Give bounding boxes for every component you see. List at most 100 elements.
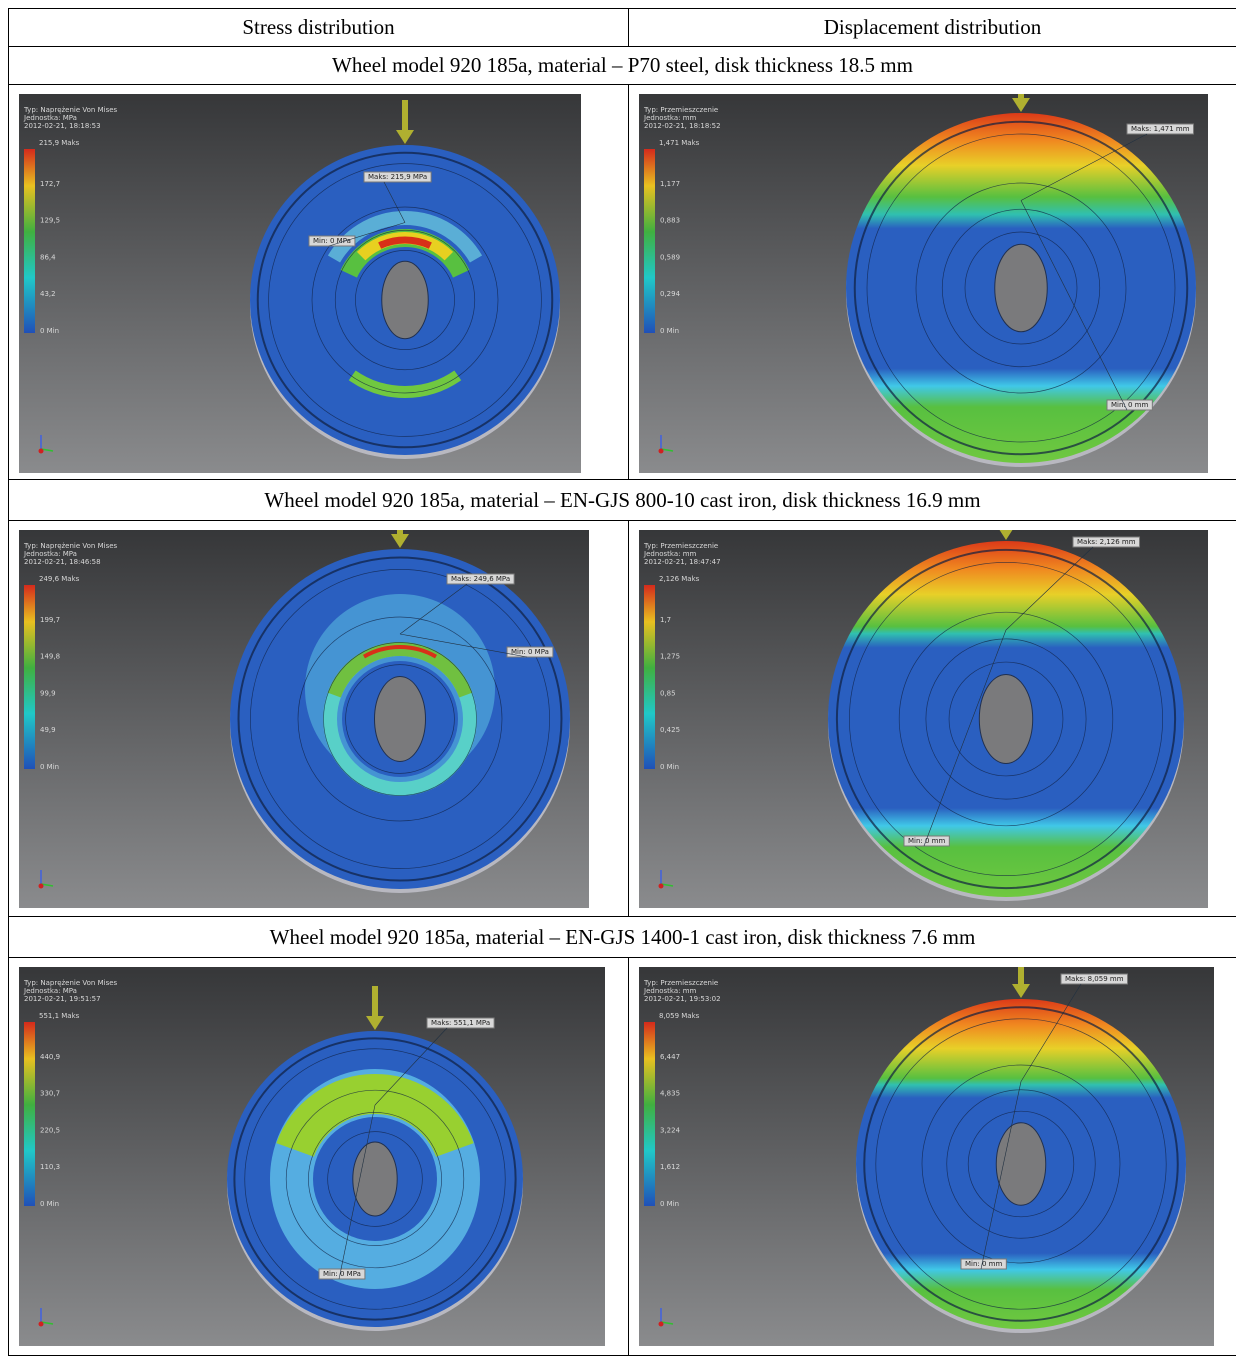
legend-bar (644, 585, 655, 769)
axis-origin (39, 449, 44, 454)
result-date: 2012-02-21, 18:18:53 (24, 122, 101, 130)
section-title: Wheel model 920 185a, material – EN-GJS … (9, 480, 1236, 521)
legend-label: 1,612 (660, 1163, 680, 1171)
legend-label: 2,126 Maks (659, 575, 700, 583)
result-date: 2012-02-21, 18:46:58 (24, 558, 101, 566)
legend-label: 1,7 (660, 616, 671, 624)
header-row: Stress distribution Displacement distrib… (9, 9, 1236, 47)
hub-hole (375, 677, 426, 762)
legend-bar (24, 1022, 35, 1206)
result-type: Typ: Przemieszczenie (643, 106, 718, 114)
legend-label: 172,7 (40, 180, 60, 188)
axis-origin (659, 1322, 664, 1327)
hub-hole (979, 675, 1032, 764)
legend-label: 129,5 (40, 217, 60, 225)
result-unit: Jednostka: mm (643, 550, 697, 558)
legend-label: 0,294 (660, 290, 681, 298)
max-label: Maks: 249,6 MPa (451, 575, 510, 583)
hub-hole (382, 261, 429, 339)
max-label: Maks: 215,9 MPa (368, 173, 427, 181)
hub-hole (995, 244, 1048, 332)
legend-bar (24, 149, 35, 333)
result-date: 2012-02-21, 19:53:02 (644, 995, 721, 1003)
result-type: Typ: Naprężenie Von Mises (23, 106, 118, 114)
result-unit: Jednostka: mm (643, 987, 697, 995)
section-title: Wheel model 920 185a, material – EN-GJS … (9, 917, 1236, 958)
axis-origin (39, 1322, 44, 1327)
result-unit: Jednostka: MPa (23, 114, 77, 122)
legend-label: 1,471 Maks (659, 139, 700, 147)
legend-label: 6,447 (660, 1053, 680, 1061)
result-type: Typ: Przemieszczenie (643, 979, 718, 987)
legend-label: 0 Min (660, 763, 679, 771)
axis-origin (659, 884, 664, 889)
legend-bar (644, 1022, 655, 1206)
section-row: Wheel model 920 185a, material – EN-GJS … (9, 917, 1236, 958)
legend-label: 0 Min (660, 1200, 679, 1208)
legend-label: 0,425 (660, 726, 680, 734)
legend-label: 0 Min (40, 1200, 59, 1208)
min-label: Min: 0 mm (1111, 401, 1149, 409)
result-type: Typ: Naprężenie Von Mises (23, 542, 118, 550)
legend-label: 8,059 Maks (659, 1012, 700, 1020)
legend-label: 0,883 (660, 217, 680, 225)
legend-label: 249,6 Maks (39, 575, 80, 583)
min-label: Min: 0 MPa (511, 648, 549, 656)
max-label: Maks: 1,471 mm (1131, 125, 1190, 133)
legend-label: 440,9 (40, 1053, 60, 1061)
min-label: Min: 0 MPa (323, 1270, 361, 1278)
legend-bar (644, 149, 655, 333)
legend-label: 0 Min (40, 327, 59, 335)
legend-label: 149,8 (40, 653, 60, 661)
legend-label: 1,177 (660, 180, 680, 188)
legend-label: 0 Min (660, 327, 679, 335)
legend-label: 43,2 (40, 290, 56, 298)
legend-label: 110,3 (40, 1163, 60, 1171)
legend-label: 4,835 (660, 1090, 680, 1098)
result-unit: Jednostka: MPa (23, 987, 77, 995)
legend-label: 0 Min (40, 763, 59, 771)
max-label: Maks: 2,126 mm (1077, 538, 1136, 546)
legend-label: 86,4 (40, 253, 56, 261)
section-title: Wheel model 920 185a, material – P70 ste… (9, 47, 1236, 85)
results-table: Stress distribution Displacement distrib… (8, 8, 1236, 1356)
result-date: 2012-02-21, 19:51:57 (24, 995, 101, 1003)
legend-bar (24, 585, 35, 769)
legend-label: 0,589 (660, 253, 680, 261)
header-cell: Stress distribution (9, 9, 629, 47)
header-cell: Displacement distribution (629, 9, 1236, 47)
legend-label: 199,7 (40, 616, 60, 624)
section-row: Wheel model 920 185a, material – P70 ste… (9, 47, 1236, 85)
result-unit: Jednostka: mm (643, 114, 697, 122)
legend-label: 551,1 Maks (39, 1012, 80, 1020)
max-label: Maks: 551,1 MPa (431, 1019, 490, 1027)
legend-label: 1,275 (660, 653, 680, 661)
result-date: 2012-02-21, 18:47:47 (644, 558, 721, 566)
min-label: Min: 0 mm (965, 1260, 1003, 1268)
legend-label: 49,9 (40, 726, 56, 734)
result-date: 2012-02-21, 18:18:52 (644, 122, 721, 130)
axis-origin (659, 449, 664, 454)
legend-label: 220,5 (40, 1126, 60, 1134)
legend-label: 330,7 (40, 1090, 60, 1098)
result-type: Typ: Przemieszczenie (643, 542, 718, 550)
legend-label: 215,9 Maks (39, 139, 80, 147)
legend-label: 3,224 (660, 1126, 681, 1134)
legend-label: 0,85 (660, 689, 676, 697)
legend-label: 99,9 (40, 689, 56, 697)
